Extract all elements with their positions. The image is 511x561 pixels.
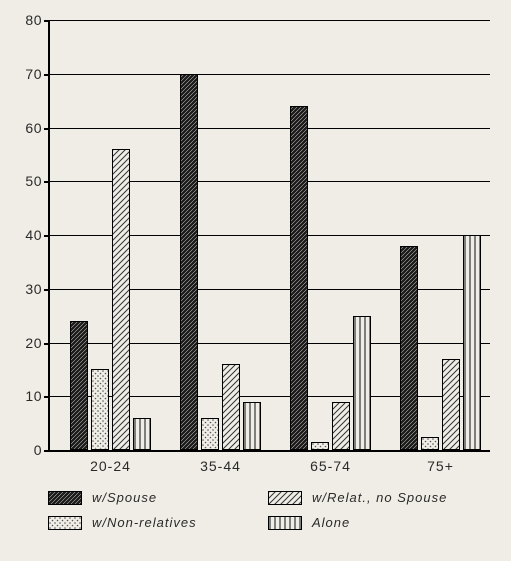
legend-row: w/Non-relatives Alone — [48, 515, 488, 530]
legend-item-alone: Alone — [268, 515, 488, 530]
x-axis-category-label: 65-74 — [310, 458, 351, 474]
legend: w/Spouse w/Relat., no Spouse w/Non-relat… — [48, 490, 488, 540]
bar-alone — [243, 402, 261, 450]
bar-w_rel_nosp — [222, 364, 240, 450]
y-axis-tick-mark — [44, 450, 50, 452]
y-axis-tick-mark — [44, 396, 50, 398]
bar-w_spouse — [180, 74, 198, 450]
bar-alone — [463, 235, 481, 450]
x-axis-category-label: 35-44 — [200, 458, 241, 474]
bar-w_spouse — [400, 246, 418, 450]
legend-swatch — [48, 516, 82, 530]
legend-item-w-non-relatives: w/Non-relatives — [48, 515, 268, 530]
y-axis-tick-label: 30 — [25, 281, 42, 297]
y-axis-tick-label: 80 — [25, 12, 42, 28]
legend-row: w/Spouse w/Relat., no Spouse — [48, 490, 488, 505]
gridline — [50, 74, 490, 75]
bar-alone — [353, 316, 371, 450]
bar-alone — [133, 418, 151, 450]
legend-item-w-spouse: w/Spouse — [48, 490, 268, 505]
y-axis-tick-mark — [44, 181, 50, 183]
bar-w_nonrel — [311, 442, 329, 450]
x-axis-category-label: 75+ — [427, 458, 454, 474]
gridline — [50, 128, 490, 129]
y-axis-tick-mark — [44, 74, 50, 76]
legend-label: w/Relat., no Spouse — [312, 490, 447, 505]
y-axis-tick-label: 10 — [25, 388, 42, 404]
y-axis-tick-label: 40 — [25, 227, 42, 243]
chart-plot-area: 0102030405060708020-2435-4465-7475+ — [48, 20, 490, 452]
y-axis-tick-mark — [44, 289, 50, 291]
bar-w_rel_nosp — [442, 359, 460, 450]
y-axis-tick-label: 70 — [25, 66, 42, 82]
legend-swatch — [268, 491, 302, 505]
y-axis-tick-mark — [44, 128, 50, 130]
legend-label: w/Non-relatives — [92, 515, 197, 530]
bar-w_nonrel — [421, 437, 439, 450]
legend-label: w/Spouse — [92, 490, 157, 505]
gridline — [50, 20, 490, 21]
y-axis-tick-label: 20 — [25, 335, 42, 351]
bar-w_spouse — [290, 106, 308, 450]
x-axis-category-label: 20-24 — [90, 458, 131, 474]
y-axis-tick-mark — [44, 235, 50, 237]
legend-swatch — [268, 516, 302, 530]
legend-label: Alone — [312, 515, 350, 530]
bar-w_rel_nosp — [332, 402, 350, 450]
legend-item-w-relat-no-spouse: w/Relat., no Spouse — [268, 490, 488, 505]
y-axis-tick-mark — [44, 343, 50, 345]
bar-w_nonrel — [201, 418, 219, 450]
y-axis-tick-label: 0 — [34, 442, 42, 458]
legend-swatch — [48, 491, 82, 505]
y-axis-tick-mark — [44, 20, 50, 22]
y-axis-tick-label: 60 — [25, 120, 42, 136]
bar-w_rel_nosp — [112, 149, 130, 450]
bar-w_spouse — [70, 321, 88, 450]
bar-w_nonrel — [91, 369, 109, 450]
y-axis-tick-label: 50 — [25, 173, 42, 189]
